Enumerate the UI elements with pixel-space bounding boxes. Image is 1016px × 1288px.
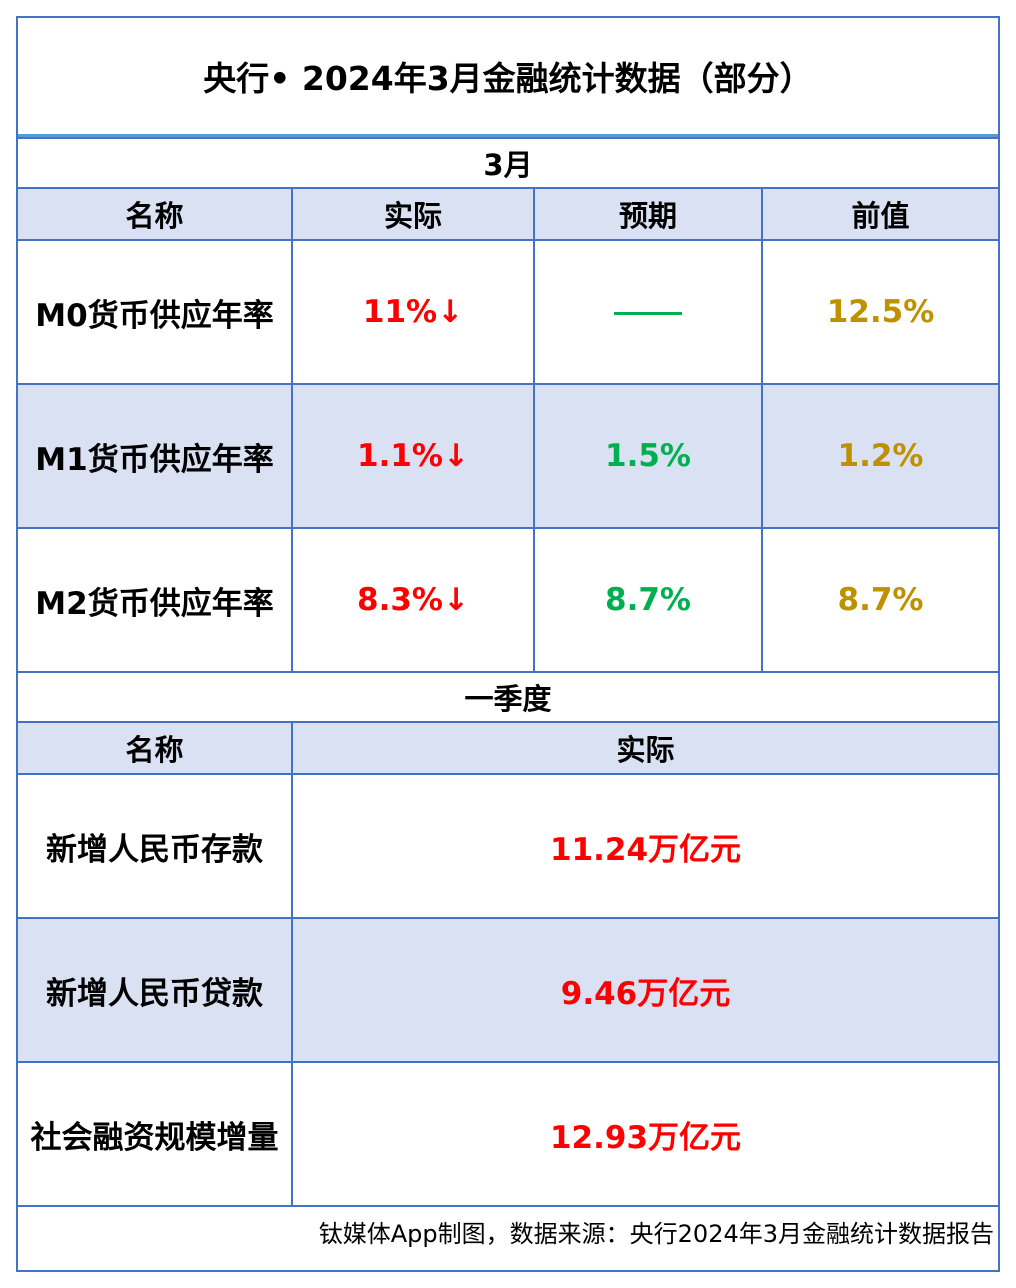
source-footer: 钛媒体App制图，数据来源：央行2024年3月金融统计数据报告	[318, 1219, 994, 1248]
expected-value: 8.7%	[533, 527, 763, 673]
expected-value	[533, 239, 763, 385]
table-row: M0货币供应年率 11%↓ 12.5%	[18, 239, 998, 385]
actual-value: 11.24万亿元	[291, 773, 998, 919]
expected-value: 1.5%	[533, 383, 763, 529]
actual-value: 8.3%↓	[291, 527, 535, 673]
actual-value: 12.93万亿元	[291, 1061, 998, 1207]
quarterly-table: 一季度 名称 实际 新增人民币存款 11.24万亿元 新增人民币贷款 9.46万…	[18, 673, 998, 1207]
previous-value: 8.7%	[761, 527, 998, 673]
table-row: 新增人民币存款 11.24万亿元	[18, 773, 998, 919]
row-name: M2货币供应年率	[18, 527, 293, 673]
row-name: 新增人民币存款	[18, 773, 293, 919]
actual-value: 1.1%↓	[291, 383, 535, 529]
column-header: 名称	[18, 721, 293, 775]
column-header: 预期	[533, 187, 763, 241]
table-row: 新增人民币贷款 9.46万亿元	[18, 917, 998, 1063]
section-label: 一季度	[18, 673, 998, 723]
actual-value: 9.46万亿元	[291, 917, 998, 1063]
row-name: M0货币供应年率	[18, 239, 293, 385]
column-header: 名称	[18, 187, 293, 241]
dash-line-icon	[614, 312, 682, 315]
monthly-table: 3月 名称 实际 预期 前值 M0货币供应年率 11%↓ 12.5% M1货币供…	[18, 137, 998, 673]
actual-value: 11%↓	[291, 239, 535, 385]
row-name: M1货币供应年率	[18, 383, 293, 529]
row-name: 新增人民币贷款	[18, 917, 293, 1063]
previous-value: 1.2%	[761, 383, 998, 529]
table-row: 社会融资规模增量 12.93万亿元	[18, 1061, 998, 1207]
row-name: 社会融资规模增量	[18, 1061, 293, 1207]
table-row: M2货币供应年率 8.3%↓ 8.7% 8.7%	[18, 527, 998, 673]
section-label: 3月	[18, 137, 998, 189]
column-header: 前值	[761, 187, 998, 241]
table-row: M1货币供应年率 1.1%↓ 1.5% 1.2%	[18, 383, 998, 529]
previous-value: 12.5%	[761, 239, 998, 385]
column-header: 实际	[291, 187, 535, 241]
page-title: 央行• 2024年3月金融统计数据（部分）	[18, 18, 998, 137]
table-container: 央行• 2024年3月金融统计数据（部分） 3月 名称 实际 预期 前值 M0货…	[16, 16, 1000, 1272]
column-header: 实际	[291, 721, 998, 775]
